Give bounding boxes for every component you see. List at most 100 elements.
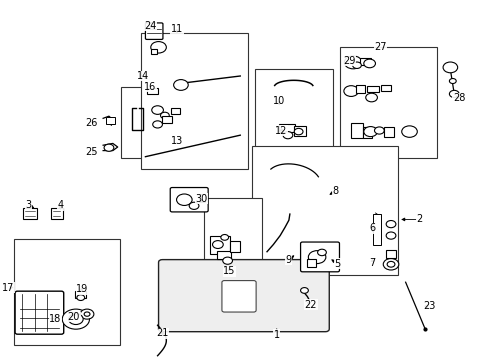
Text: 5: 5 xyxy=(334,258,340,269)
Circle shape xyxy=(84,312,90,316)
Bar xyxy=(14,239,120,345)
Circle shape xyxy=(344,56,361,69)
FancyBboxPatch shape xyxy=(222,280,256,312)
Text: 9: 9 xyxy=(285,255,291,265)
Text: 30: 30 xyxy=(195,194,207,204)
Circle shape xyxy=(448,90,458,98)
Text: 8: 8 xyxy=(331,186,338,197)
FancyBboxPatch shape xyxy=(170,188,208,212)
Text: 2: 2 xyxy=(415,215,422,224)
Circle shape xyxy=(386,261,394,267)
Circle shape xyxy=(448,78,455,84)
Circle shape xyxy=(283,132,292,139)
Text: 27: 27 xyxy=(373,42,386,52)
Circle shape xyxy=(173,80,188,90)
Text: 19: 19 xyxy=(76,284,88,294)
FancyBboxPatch shape xyxy=(15,291,63,334)
Circle shape xyxy=(386,232,395,239)
Circle shape xyxy=(374,127,384,134)
Text: 22: 22 xyxy=(304,300,316,310)
Text: 28: 28 xyxy=(452,93,465,103)
Text: 3: 3 xyxy=(25,200,32,210)
Circle shape xyxy=(363,127,377,136)
Text: 6: 6 xyxy=(369,224,375,233)
Bar xyxy=(217,251,230,259)
Circle shape xyxy=(160,112,169,119)
Text: 14: 14 xyxy=(137,71,149,81)
Text: 20: 20 xyxy=(68,312,80,322)
Circle shape xyxy=(308,251,325,264)
Circle shape xyxy=(300,288,308,293)
Circle shape xyxy=(363,59,375,68)
Bar xyxy=(339,47,436,158)
Bar xyxy=(210,235,229,253)
Text: 4: 4 xyxy=(57,200,63,210)
Circle shape xyxy=(77,295,84,301)
Bar xyxy=(359,58,370,65)
Bar xyxy=(146,88,157,94)
Circle shape xyxy=(212,240,223,248)
Bar xyxy=(203,198,262,270)
Text: 25: 25 xyxy=(85,147,98,157)
Text: 12: 12 xyxy=(275,126,287,135)
Text: 24: 24 xyxy=(144,21,156,31)
Text: 11: 11 xyxy=(171,24,183,35)
Text: 16: 16 xyxy=(144,82,156,92)
Text: 18: 18 xyxy=(49,314,61,324)
Circle shape xyxy=(152,121,162,128)
Circle shape xyxy=(223,257,232,264)
Bar xyxy=(162,116,172,123)
Bar xyxy=(386,250,395,258)
Bar xyxy=(293,126,305,136)
Circle shape xyxy=(401,126,416,137)
Circle shape xyxy=(68,314,83,324)
Circle shape xyxy=(383,258,398,270)
Bar xyxy=(384,127,393,137)
Bar xyxy=(252,146,398,275)
Bar xyxy=(372,214,381,244)
Circle shape xyxy=(104,144,114,151)
Bar xyxy=(350,123,363,138)
Text: 1: 1 xyxy=(273,330,279,340)
Text: 23: 23 xyxy=(422,301,434,311)
FancyBboxPatch shape xyxy=(145,23,163,40)
Bar xyxy=(140,33,247,169)
Circle shape xyxy=(151,106,163,114)
Circle shape xyxy=(221,234,228,240)
Text: 7: 7 xyxy=(368,258,375,268)
Bar xyxy=(23,208,38,219)
Circle shape xyxy=(317,249,325,256)
Text: 17: 17 xyxy=(2,283,15,293)
FancyBboxPatch shape xyxy=(300,242,339,272)
Bar xyxy=(362,127,371,138)
Circle shape xyxy=(442,62,457,73)
Bar xyxy=(199,194,204,202)
Bar xyxy=(307,259,315,267)
Circle shape xyxy=(176,194,192,206)
Bar xyxy=(106,117,115,125)
Bar xyxy=(171,108,180,114)
Bar xyxy=(366,86,378,92)
Bar xyxy=(75,291,85,298)
Text: 13: 13 xyxy=(171,136,183,145)
Circle shape xyxy=(62,309,89,329)
Bar xyxy=(254,69,332,148)
Text: 10: 10 xyxy=(272,96,285,106)
Bar xyxy=(381,85,390,91)
Bar xyxy=(151,49,157,54)
Bar xyxy=(50,208,62,220)
Bar xyxy=(355,85,364,93)
Circle shape xyxy=(343,86,358,96)
Text: 29: 29 xyxy=(342,56,355,66)
FancyBboxPatch shape xyxy=(158,260,328,332)
Circle shape xyxy=(365,93,377,102)
Circle shape xyxy=(189,202,199,210)
Circle shape xyxy=(150,41,166,53)
Bar xyxy=(121,87,193,158)
Bar xyxy=(279,124,294,132)
Bar xyxy=(229,241,240,252)
Text: 21: 21 xyxy=(156,328,168,338)
Text: 15: 15 xyxy=(223,266,235,276)
Circle shape xyxy=(80,309,94,319)
Circle shape xyxy=(352,62,361,68)
